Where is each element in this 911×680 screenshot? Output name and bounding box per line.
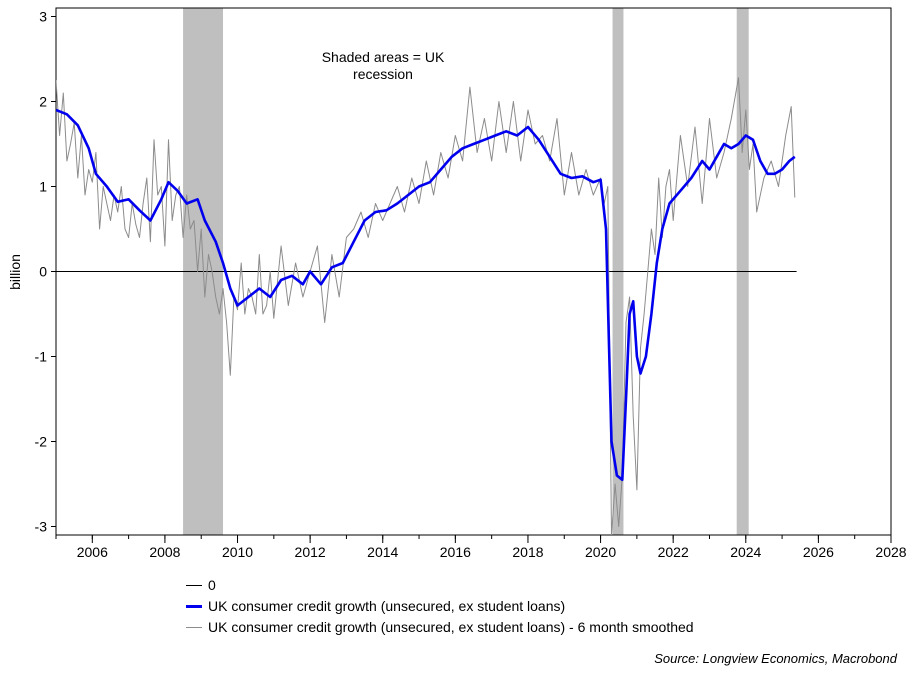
x-tick-label: 2006 <box>77 544 108 560</box>
y-tick-label: 3 <box>39 9 47 25</box>
x-tick-label: 2008 <box>149 544 180 560</box>
x-tick-label: 2022 <box>658 544 689 560</box>
y-tick-label: -2 <box>35 434 48 450</box>
series-lines <box>56 77 797 535</box>
legend-swatch-raw <box>186 605 202 608</box>
y-tick-label: -3 <box>35 519 48 535</box>
x-tick-label: 2010 <box>222 544 253 560</box>
y-axis-ticks: -3 -2 -1 0 1 2 3 <box>35 9 56 535</box>
legend: 0 UK consumer credit growth (unsecured, … <box>186 575 694 638</box>
legend-label-smoothed: UK consumer credit growth (unsecured, ex… <box>208 619 694 635</box>
y-axis-label: billion <box>7 254 23 290</box>
x-tick-label: 2012 <box>295 544 326 560</box>
legend-item-smoothed: UK consumer credit growth (unsecured, ex… <box>186 617 694 638</box>
legend-swatch-zero <box>186 585 202 586</box>
annotation-line-2: recession <box>353 66 413 82</box>
x-tick-label: 2024 <box>730 544 761 560</box>
x-axis-ticks: 2006 2008 2010 2012 2014 2016 2018 2020 2022 2024… <box>55 535 907 560</box>
x-tick-label: 2018 <box>512 544 543 560</box>
series-smoothed-line <box>56 77 796 535</box>
legend-item-zero: 0 <box>186 575 694 596</box>
x-tick-label: 2020 <box>585 544 616 560</box>
legend-swatch-smoothed <box>186 627 202 628</box>
y-tick-label: 2 <box>39 94 47 110</box>
y-tick-label: -1 <box>35 349 48 365</box>
x-tick-label: 2014 <box>367 544 398 560</box>
legend-item-raw: UK consumer credit growth (unsecured, ex… <box>186 596 694 617</box>
x-tick-label: 2026 <box>803 544 834 560</box>
x-tick-label: 2016 <box>440 544 471 560</box>
legend-label-raw: UK consumer credit growth (unsecured, ex… <box>208 598 566 614</box>
x-tick-label: 2028 <box>875 544 906 560</box>
series-raw-line <box>56 108 796 482</box>
annotation-line-1: Shaded areas = UK <box>322 49 445 65</box>
y-tick-label: 1 <box>39 179 47 195</box>
y-tick-label: 0 <box>39 264 47 280</box>
legend-label-zero: 0 <box>208 577 216 593</box>
source-note: Source: Longview Economics, Macrobond <box>654 651 897 666</box>
